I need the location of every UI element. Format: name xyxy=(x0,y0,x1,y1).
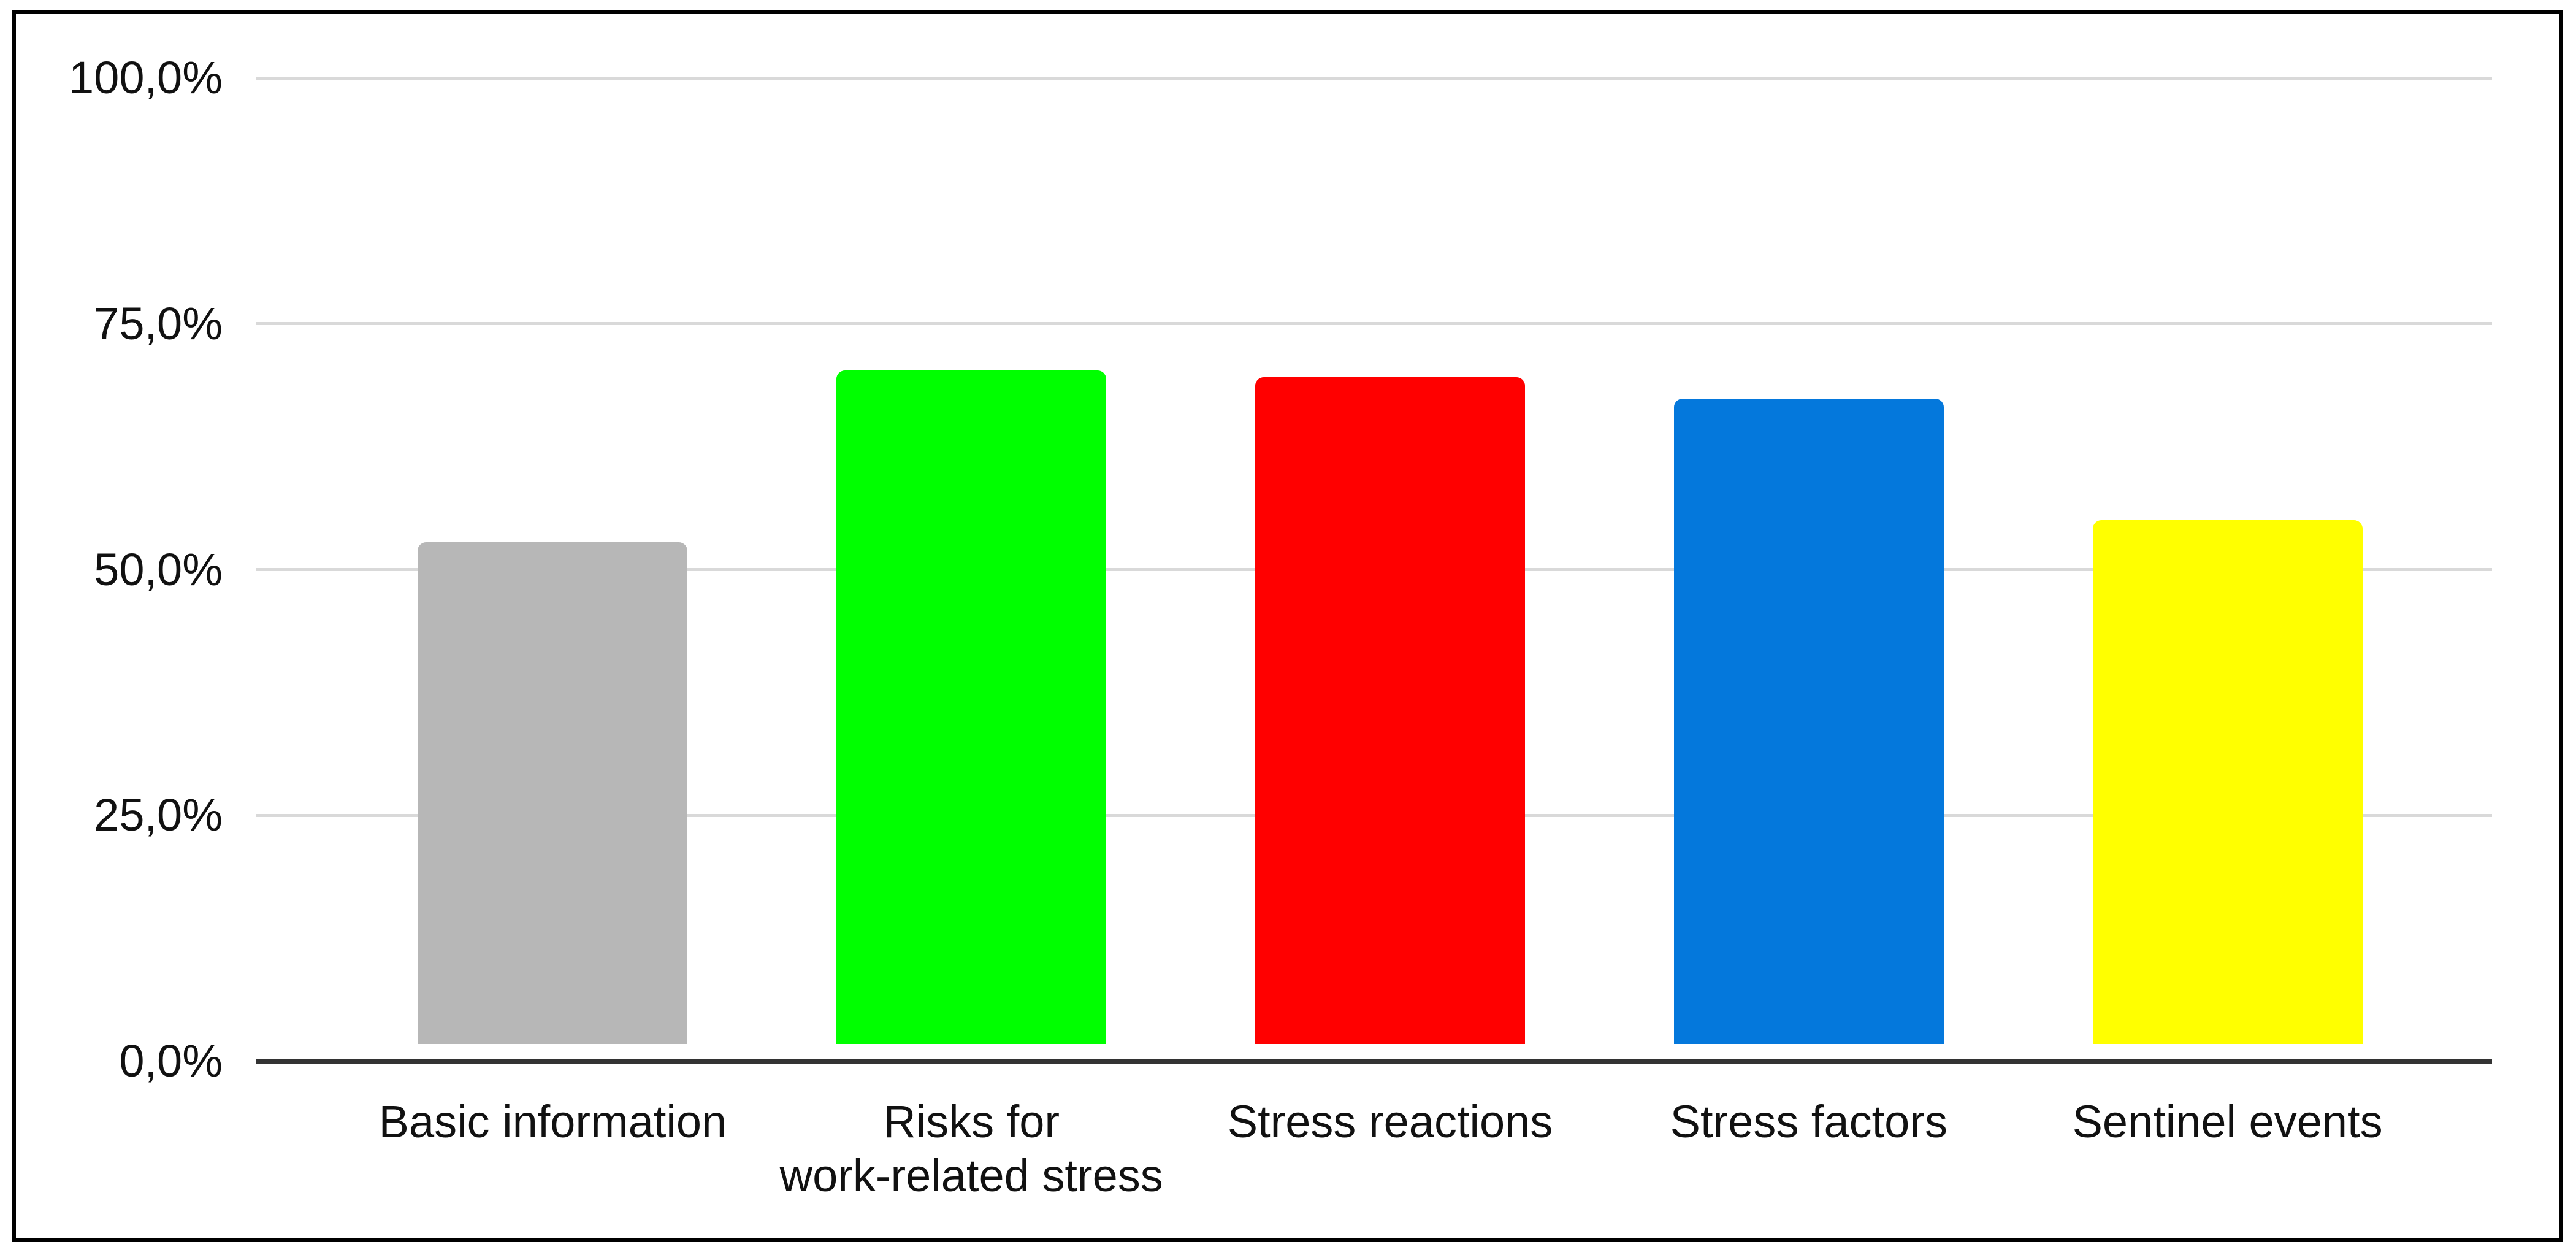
x-axis-label-3: Stress factors xyxy=(1670,1096,1947,1147)
gridline-100 xyxy=(256,77,2492,80)
bar-slot xyxy=(1599,61,2018,1044)
bar-slot xyxy=(343,61,762,1044)
x-axis-label-2: Stress reactions xyxy=(1227,1096,1553,1147)
bar-slot xyxy=(2018,61,2437,1044)
chart-frame: 0,0% 25,0% 50,0% 75,0% 100,0% Basic informat… xyxy=(12,10,2563,1242)
bars-area xyxy=(343,61,2437,1044)
bar-0 xyxy=(418,542,688,1044)
y-tick-label-25: 25,0% xyxy=(94,789,223,840)
y-tick-label-100: 100,0% xyxy=(69,52,223,103)
y-tick-label-0: 0,0% xyxy=(119,1035,223,1086)
bar-slot xyxy=(1181,61,1600,1044)
x-axis-label-1: Risks for work-related stress xyxy=(779,1096,1163,1201)
bar-3 xyxy=(1673,399,1944,1044)
bar-2 xyxy=(1255,377,1525,1044)
x-axis-label-4: Sentinel events xyxy=(2072,1096,2383,1147)
plot-area: 0,0% 25,0% 50,0% 75,0% 100,0% Basic informat… xyxy=(16,14,2559,1238)
x-axis-labels: Basic information Risks for work-related … xyxy=(343,1095,2437,1203)
bar-4 xyxy=(2092,520,2363,1044)
y-tick-label-50: 50,0% xyxy=(94,544,223,595)
bar-slot xyxy=(762,61,1181,1044)
x-axis-label-0: Basic information xyxy=(378,1096,727,1147)
bar-1 xyxy=(836,370,1107,1044)
gridline-75 xyxy=(256,322,2492,325)
y-tick-label-75: 75,0% xyxy=(94,298,223,349)
x-axis-line xyxy=(256,1059,2492,1064)
